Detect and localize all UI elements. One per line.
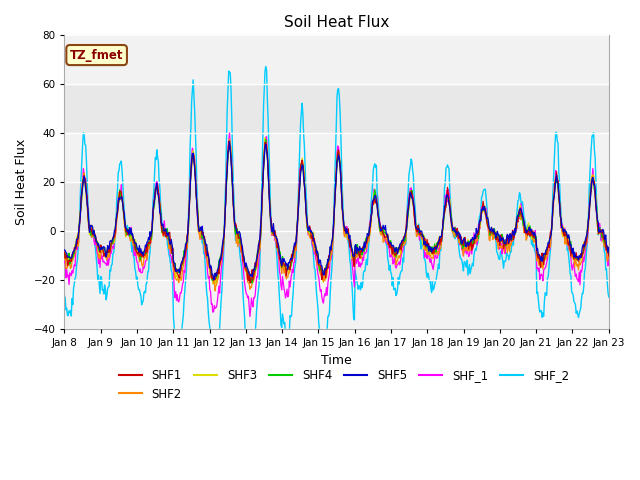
Line: SHF_2: SHF_2 (65, 66, 609, 379)
SHF_1 (182, 259, 189, 264)
SHF1 (605, 253, 612, 259)
SHF_1 (246, 313, 254, 319)
SHF1 (404, 206, 412, 212)
Title: Soil Heat Flux: Soil Heat Flux (284, 15, 389, 30)
SHF1 (225, 138, 232, 144)
SHF_2 (70, 281, 78, 287)
SHF_1 (605, 252, 612, 258)
SHF3 (127, 231, 134, 237)
SHF1 (182, 249, 189, 255)
SHF_1 (61, 260, 68, 265)
SHF2 (61, 255, 68, 261)
SHF_1 (226, 130, 234, 136)
SHF_1 (127, 230, 134, 236)
SHF3 (211, 278, 219, 284)
SHF5 (61, 247, 68, 253)
SHF2 (211, 279, 218, 285)
SHF2 (127, 238, 134, 244)
SHF_1 (404, 204, 412, 209)
SHF_2 (182, 278, 189, 284)
SHF5 (127, 231, 134, 237)
SHF3 (61, 252, 68, 258)
SHF1 (420, 238, 428, 243)
SHF1 (127, 230, 134, 236)
SHF1 (61, 249, 68, 255)
SHF4 (70, 251, 78, 257)
SHF_1 (70, 262, 78, 268)
SHF5 (210, 277, 218, 283)
SHF_2 (420, 256, 428, 262)
SHF5 (420, 242, 428, 248)
Line: SHF4: SHF4 (65, 140, 609, 283)
SHF2 (404, 209, 412, 215)
SHF4 (211, 273, 218, 278)
Legend: SHF1, SHF2, SHF3, SHF4, SHF5, SHF_1, SHF_2: SHF1, SHF2, SHF3, SHF4, SHF5, SHF_1, SHF… (114, 364, 573, 405)
SHF3 (182, 247, 189, 252)
SHF2 (226, 137, 234, 143)
SHF5 (226, 138, 234, 144)
SHF4 (127, 232, 134, 238)
SHF3 (605, 252, 612, 258)
SHF5 (404, 206, 412, 212)
SHF2 (605, 252, 612, 257)
SHF1 (246, 280, 254, 286)
SHF_2 (61, 293, 68, 299)
SHF_2 (605, 294, 612, 300)
Line: SHF3: SHF3 (65, 138, 609, 284)
SHF_2 (262, 63, 269, 69)
X-axis label: Time: Time (321, 354, 352, 367)
SHF2 (211, 288, 219, 294)
SHF4 (61, 251, 68, 257)
SHF_2 (127, 234, 134, 240)
SHF3 (209, 281, 217, 287)
SHF5 (211, 270, 219, 276)
SHF3 (70, 250, 78, 255)
SHF3 (261, 135, 269, 141)
SHF4 (404, 212, 412, 217)
Line: SHF5: SHF5 (65, 141, 609, 280)
Line: SHF2: SHF2 (65, 140, 609, 291)
Bar (65, 280, 609, 329)
SHF3 (404, 207, 412, 213)
SHF4 (248, 280, 256, 286)
SHF4 (182, 245, 189, 251)
SHF1 (70, 245, 78, 251)
SHF3 (420, 246, 428, 252)
SHF_1 (420, 245, 428, 251)
SHF_2 (211, 366, 218, 372)
Line: SHF1: SHF1 (65, 141, 609, 283)
SHF_1 (211, 303, 218, 309)
SHF5 (182, 241, 189, 247)
Bar (65, 133, 609, 182)
SHF_2 (404, 189, 412, 195)
Line: SHF_1: SHF_1 (65, 133, 609, 316)
SHF_2 (247, 376, 255, 382)
SHF2 (70, 253, 78, 259)
Y-axis label: Soil Heat Flux: Soil Heat Flux (15, 139, 28, 225)
Text: TZ_fmet: TZ_fmet (70, 48, 124, 61)
SHF4 (420, 234, 428, 240)
SHF5 (605, 244, 612, 250)
SHF5 (70, 248, 78, 253)
SHF4 (605, 249, 612, 254)
SHF2 (420, 235, 428, 241)
SHF4 (262, 137, 269, 143)
Bar (65, 36, 609, 84)
SHF2 (182, 250, 189, 256)
SHF1 (211, 276, 218, 282)
